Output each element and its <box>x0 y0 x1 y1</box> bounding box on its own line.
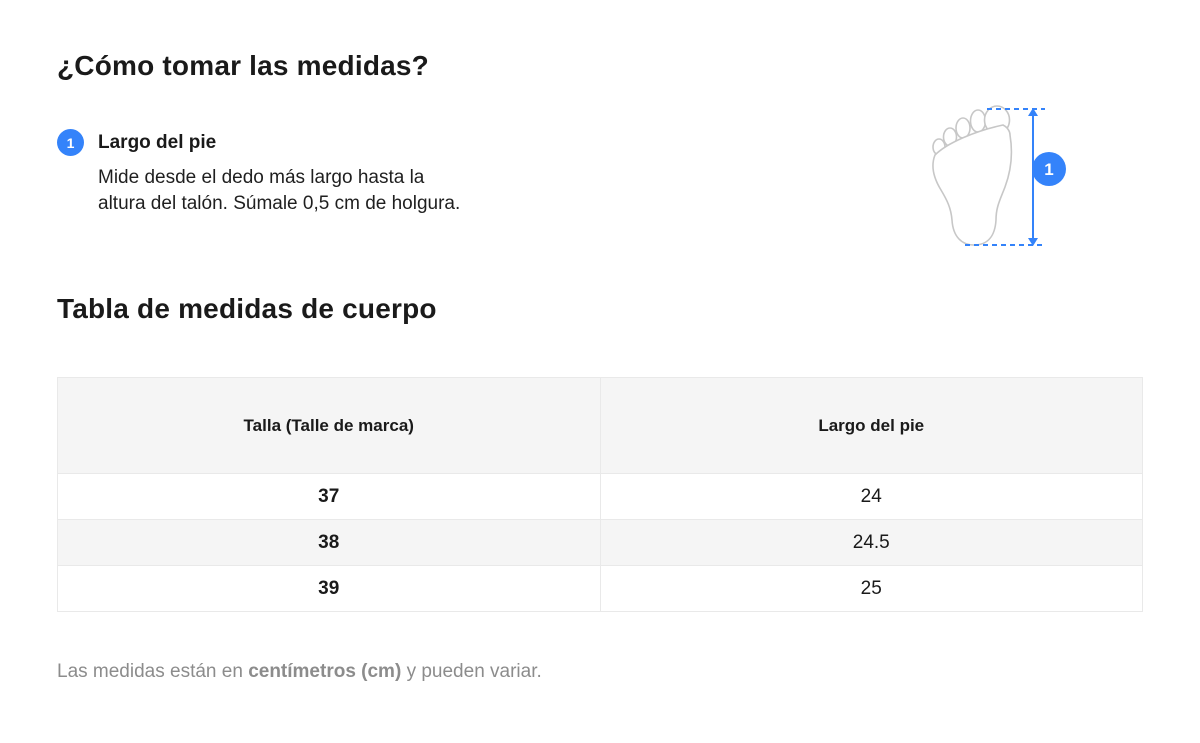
step-description-line: Mide desde el dedo más largo hasta la <box>98 167 425 188</box>
foot-length-cell: 24.5 <box>599 519 1143 566</box>
step-description: Mide desde el dedo más largo hasta la alt… <box>98 165 617 217</box>
size-cell: 37 <box>57 473 601 520</box>
size-table: Talla (Talle de marca) Largo del pie 37 2… <box>57 377 1143 612</box>
measurements-footnote: Las medidas están en centímetros (cm) y … <box>57 661 1143 683</box>
size-table-head: Talla (Talle de marca) Largo del pie <box>57 377 1143 474</box>
footnote-prefix: Las medidas están en <box>57 661 249 682</box>
page-title: ¿Cómo tomar las medidas? <box>57 50 429 81</box>
diagram-badge-circle <box>1032 152 1066 186</box>
column-header-foot-length: Largo del pie <box>599 377 1143 474</box>
step-title: Largo del pie <box>98 131 217 153</box>
size-cell: 39 <box>57 565 601 612</box>
size-table-body: 37 24 38 24.5 39 25 <box>57 473 1143 612</box>
foot-sole-icon: 1 <box>932 105 1066 246</box>
step-number-badge: 1 <box>57 129 84 156</box>
table-section-title: Tabla de medidas de cuerpo <box>57 293 437 324</box>
footnote-suffix: y pueden variar. <box>401 661 542 682</box>
diagram-badge-label: 1 <box>1044 160 1053 179</box>
size-cell: 38 <box>57 519 601 566</box>
foot-length-cell: 24 <box>599 473 1143 520</box>
step-header: 1 Largo del pie <box>57 129 617 156</box>
table-row: 39 25 <box>57 565 1143 612</box>
column-header-size: Talla (Talle de marca) <box>57 377 601 474</box>
table-row: 38 24.5 <box>57 519 1143 566</box>
measure-step-1: 1 Largo del pie Mide desde el dedo más l… <box>57 129 617 217</box>
footnote-unit-bold: centímetros (cm) <box>248 661 402 682</box>
table-row: 37 24 <box>57 473 1143 520</box>
arrowheads-icon <box>1028 108 1038 246</box>
foot-length-cell: 25 <box>599 565 1143 612</box>
step-description-line: altura del talón. Súmale 0,5 cm de holgu… <box>98 193 461 214</box>
header-row: Talla (Talle de marca) Largo del pie <box>57 377 1143 474</box>
foot-measure-diagram: 1 <box>925 103 1067 253</box>
measurement-lines-icon <box>965 108 1045 246</box>
